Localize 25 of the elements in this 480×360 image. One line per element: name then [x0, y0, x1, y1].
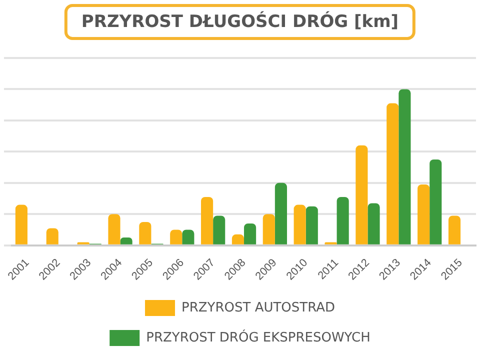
bar	[336, 196, 349, 244]
legend-label: PRZYROST AUTOSTRAD	[182, 300, 336, 316]
bar	[274, 182, 287, 244]
bar	[430, 159, 442, 244]
bar	[201, 196, 214, 244]
bar	[182, 230, 194, 244]
legend-label: PRZYROST DRÓG EKSPRESOWYCH	[146, 328, 370, 346]
bar	[356, 145, 368, 244]
bar	[398, 89, 411, 244]
bar	[448, 216, 461, 244]
bar	[294, 204, 306, 244]
bar	[46, 228, 58, 244]
bar	[306, 206, 318, 244]
bar	[15, 204, 28, 244]
bar	[262, 214, 275, 244]
bar	[244, 224, 256, 244]
bar	[232, 234, 244, 244]
bar	[213, 216, 226, 244]
bar	[386, 103, 399, 244]
bar	[368, 203, 380, 244]
bar	[139, 222, 152, 244]
bar	[108, 214, 120, 244]
bar	[418, 184, 430, 244]
bar	[170, 230, 182, 244]
chart-title: PRZYROST DŁUGOŚCI DRÓG [km]	[64, 4, 416, 40]
